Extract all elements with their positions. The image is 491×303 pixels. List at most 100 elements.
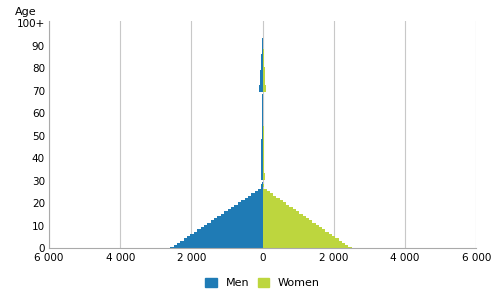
Bar: [262, 121, 263, 124]
Bar: [261, 142, 263, 144]
Bar: [263, 56, 264, 58]
Bar: [263, 200, 283, 202]
Bar: [260, 74, 263, 76]
Bar: [261, 164, 263, 166]
Bar: [263, 220, 312, 223]
Bar: [263, 128, 264, 130]
Bar: [263, 63, 264, 65]
Bar: [262, 119, 263, 121]
Bar: [263, 85, 266, 88]
Bar: [263, 90, 266, 92]
Bar: [194, 231, 263, 234]
Bar: [261, 144, 263, 146]
Bar: [263, 231, 329, 234]
Bar: [261, 162, 263, 164]
Bar: [261, 67, 263, 70]
Bar: [255, 191, 263, 193]
Bar: [214, 218, 263, 220]
Bar: [263, 142, 264, 144]
Bar: [263, 130, 264, 133]
Bar: [258, 189, 263, 191]
Bar: [263, 168, 264, 171]
Bar: [263, 211, 300, 214]
Bar: [263, 241, 342, 243]
Bar: [263, 173, 265, 175]
Bar: [263, 202, 286, 205]
Bar: [262, 117, 263, 119]
Bar: [261, 146, 263, 148]
Bar: [263, 171, 265, 173]
Bar: [263, 175, 265, 178]
Bar: [263, 151, 264, 153]
Bar: [263, 126, 264, 128]
Bar: [263, 218, 309, 220]
Bar: [263, 166, 264, 168]
Bar: [262, 43, 263, 45]
Bar: [262, 137, 263, 139]
Bar: [263, 238, 339, 241]
Bar: [263, 243, 345, 245]
Bar: [263, 229, 326, 231]
Bar: [261, 184, 263, 187]
Bar: [263, 245, 349, 247]
Bar: [180, 241, 263, 243]
Bar: [259, 88, 263, 90]
Bar: [211, 220, 263, 223]
Bar: [263, 207, 293, 209]
Bar: [263, 205, 290, 207]
Bar: [204, 225, 263, 227]
Bar: [263, 67, 265, 70]
Bar: [262, 128, 263, 130]
Bar: [262, 47, 263, 49]
Bar: [263, 157, 264, 160]
Bar: [177, 243, 263, 245]
Bar: [261, 187, 263, 189]
Bar: [234, 205, 263, 207]
Bar: [263, 52, 264, 54]
Bar: [221, 214, 263, 216]
Bar: [263, 225, 319, 227]
Bar: [173, 245, 263, 247]
Bar: [261, 157, 263, 160]
Bar: [262, 112, 263, 115]
Bar: [263, 144, 264, 146]
Bar: [263, 137, 264, 139]
Bar: [263, 155, 264, 157]
Bar: [263, 160, 264, 162]
Bar: [261, 58, 263, 61]
Bar: [263, 184, 264, 187]
Bar: [261, 166, 263, 168]
Bar: [260, 83, 263, 85]
Bar: [263, 198, 280, 200]
Bar: [259, 85, 263, 88]
Bar: [251, 193, 263, 195]
Bar: [263, 135, 264, 137]
Bar: [263, 234, 332, 236]
Bar: [224, 211, 263, 214]
Bar: [263, 61, 264, 63]
Bar: [262, 133, 263, 135]
Bar: [262, 130, 263, 133]
Bar: [197, 229, 263, 231]
Bar: [263, 164, 264, 166]
Bar: [261, 56, 263, 58]
Bar: [187, 236, 263, 238]
Bar: [263, 65, 265, 67]
Bar: [259, 90, 263, 92]
Bar: [263, 133, 264, 135]
Bar: [262, 124, 263, 126]
Bar: [261, 153, 263, 155]
Text: Age: Age: [15, 7, 36, 17]
Bar: [261, 54, 263, 56]
Bar: [260, 70, 263, 72]
Bar: [262, 135, 263, 137]
Bar: [263, 49, 264, 52]
Bar: [238, 202, 263, 205]
Bar: [263, 146, 264, 148]
Bar: [245, 198, 263, 200]
Bar: [261, 148, 263, 151]
Bar: [261, 171, 263, 173]
Bar: [200, 227, 263, 229]
Bar: [262, 110, 263, 112]
Bar: [191, 234, 263, 236]
